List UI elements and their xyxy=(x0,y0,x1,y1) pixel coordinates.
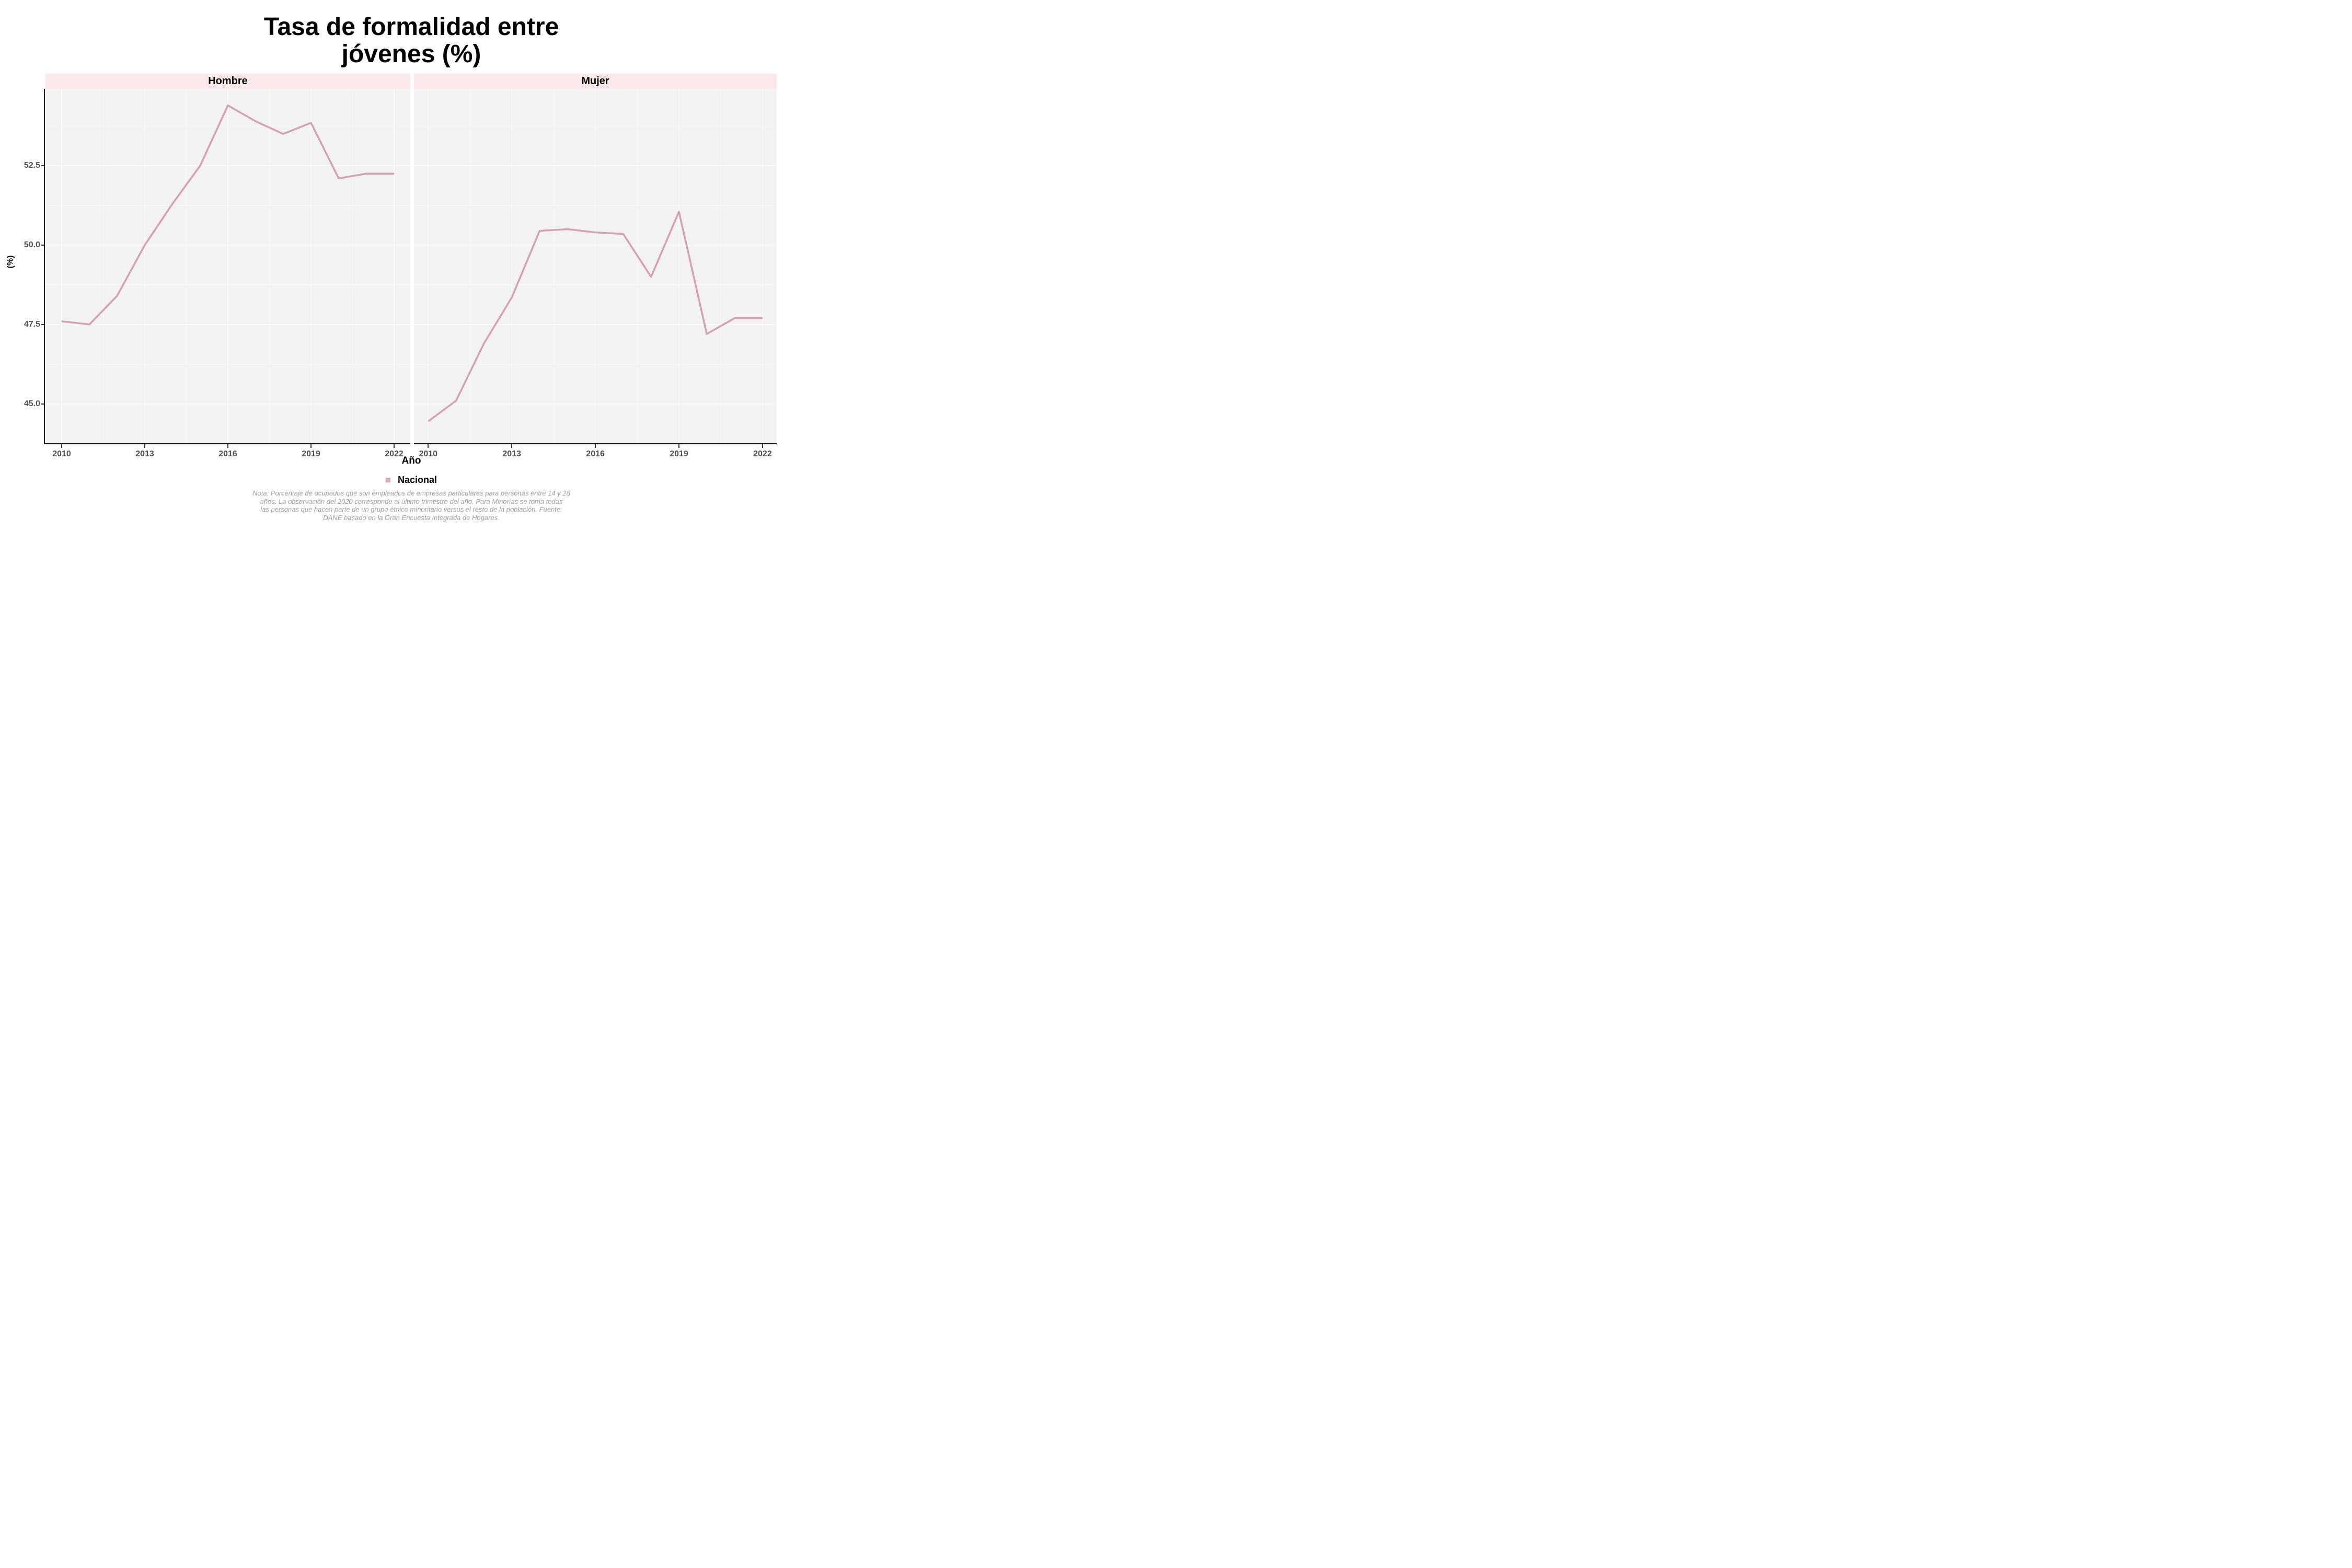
x-tick-mark xyxy=(678,444,679,448)
line-series-hombre xyxy=(61,104,394,326)
line-series-mujer xyxy=(428,211,763,422)
x-tick-mark xyxy=(227,444,228,448)
x-tick-label: 2022 xyxy=(385,449,403,458)
x-tick-label: 2019 xyxy=(670,449,688,458)
x-axis-line xyxy=(44,443,410,444)
x-tick-mark xyxy=(762,444,763,448)
footnote: Nota: Porcentaje de ocupados que son emp… xyxy=(45,489,777,522)
gridline-v-major xyxy=(762,89,763,443)
gridline-v-minor xyxy=(269,89,270,443)
panel-mujer xyxy=(414,89,777,443)
y-tick-label: 52.5 xyxy=(24,161,40,170)
x-tick-mark xyxy=(61,444,62,448)
gridline-v-minor xyxy=(720,89,721,443)
x-axis-title: Año xyxy=(401,455,421,466)
footnote-line: Nota: Porcentaje de ocupados que son emp… xyxy=(252,489,570,497)
gridline-v-major xyxy=(61,89,62,443)
legend: Nacional xyxy=(45,475,777,486)
gridline-v-minor xyxy=(186,89,187,443)
gridline-v-major xyxy=(310,89,312,443)
y-tick-mark xyxy=(41,403,44,405)
y-tick-mark xyxy=(41,165,44,167)
y-tick-label: 45.0 xyxy=(24,399,40,408)
gridline-v-major xyxy=(678,89,679,443)
figure: Tasa de formalidad entre jóvenes (%) Hom… xyxy=(0,0,784,523)
x-tick-mark xyxy=(428,444,429,448)
y-tick-label: 47.5 xyxy=(24,319,40,329)
gridline-v-major xyxy=(227,89,228,443)
x-tick-mark xyxy=(511,444,513,448)
facet-strip-hombre-label: Hombre xyxy=(208,75,248,87)
gridline-v-major xyxy=(511,89,513,443)
y-tick-label: 50.0 xyxy=(24,240,40,249)
legend-label: Nacional xyxy=(397,475,437,485)
footnote-line: años. La observación del 2020 correspond… xyxy=(260,497,563,505)
nacional-line xyxy=(428,211,763,422)
footnote-line: DANE basado en la Gran Encuesta Integrad… xyxy=(323,513,500,522)
x-tick-label: 2013 xyxy=(502,449,521,458)
x-tick-mark xyxy=(144,444,145,448)
facet-strip-mujer: Mujer xyxy=(414,74,777,89)
x-tick-label: 2010 xyxy=(52,449,71,458)
panel-hombre xyxy=(45,89,410,443)
chart-title-line1: Tasa de formalidad entre xyxy=(263,13,559,41)
x-tick-label: 2016 xyxy=(218,449,237,458)
y-tick-mark xyxy=(41,324,44,325)
facet-strip-hombre: Hombre xyxy=(45,74,410,89)
y-axis-line xyxy=(44,89,45,444)
x-tick-label: 2022 xyxy=(753,449,772,458)
gridline-v-major xyxy=(144,89,145,443)
x-tick-label: 2016 xyxy=(586,449,605,458)
chart-title-line2: jóvenes (%) xyxy=(341,40,481,68)
facet-strip-mujer-label: Mujer xyxy=(581,75,609,87)
x-tick-label: 2013 xyxy=(135,449,154,458)
chart-title: Tasa de formalidad entre jóvenes (%) xyxy=(45,14,777,68)
x-tick-mark xyxy=(310,444,312,448)
x-axis-line xyxy=(414,443,777,444)
x-tick-mark xyxy=(595,444,596,448)
y-axis-title: (%) xyxy=(6,255,15,269)
nacional-line xyxy=(61,104,394,326)
x-tick-mark xyxy=(393,444,395,448)
gridline-v-major xyxy=(393,89,395,443)
gridline-v-minor xyxy=(352,89,353,443)
y-tick-mark xyxy=(41,244,44,246)
x-tick-label: 2010 xyxy=(419,449,438,458)
footnote-line: las personas que hacen parte de un grupo… xyxy=(260,505,562,513)
gridline-v-major xyxy=(595,89,596,443)
x-tick-label: 2019 xyxy=(302,449,320,458)
gridline-v-minor xyxy=(637,89,638,443)
legend-swatch-icon xyxy=(385,478,390,482)
gridline-v-major xyxy=(428,89,429,443)
